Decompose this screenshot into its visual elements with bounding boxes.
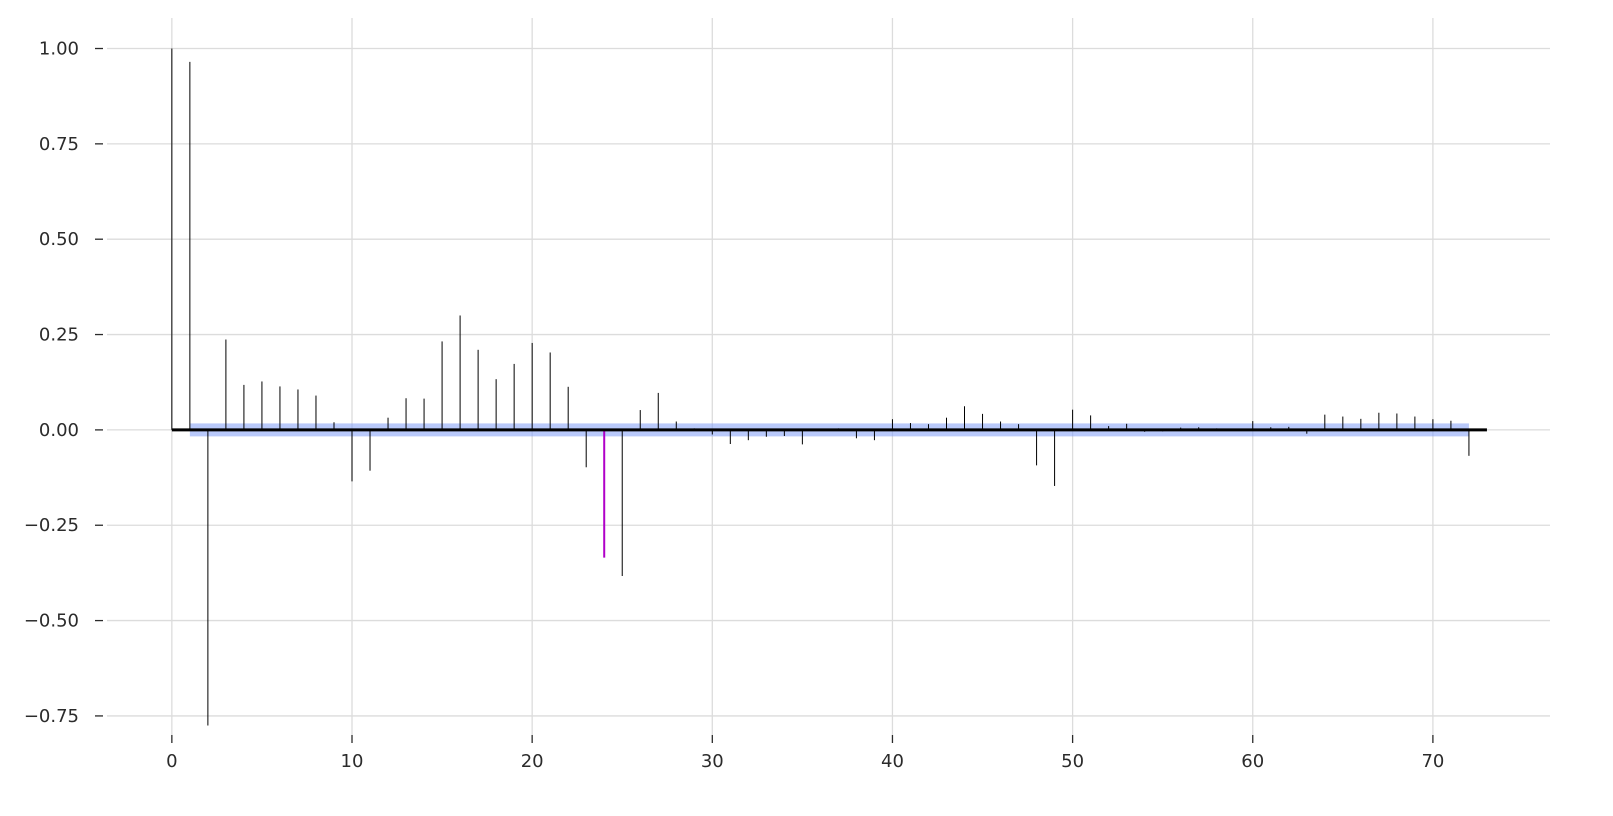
y-tick-label: −0.75	[24, 706, 79, 727]
y-tick-label: −0.25	[24, 515, 79, 536]
x-tick-label: 10	[341, 751, 364, 772]
y-tick-label: 0.50	[39, 229, 79, 250]
grid-layer	[107, 18, 1550, 735]
x-tick-label: 50	[1061, 751, 1084, 772]
x-tick-label: 40	[881, 751, 904, 772]
y-tick-label: 0.75	[39, 134, 79, 155]
x-tick-label: 60	[1241, 751, 1264, 772]
y-tick-label: 0.25	[39, 325, 79, 346]
y-tick-label: 0.00	[39, 420, 79, 441]
x-tick-label: 30	[701, 751, 724, 772]
x-tick-label: 0	[166, 751, 177, 772]
x-tick-label: 70	[1421, 751, 1444, 772]
y-tick-label: −0.50	[24, 611, 79, 632]
axis-layer: 0 10 20 30 40 50 60 70 1.00 0.75 0.50 0.25 0.00 −0.25…	[24, 39, 1445, 772]
y-tick-label: 1.00	[39, 39, 79, 60]
x-tick-label: 20	[521, 751, 544, 772]
stem-layer	[171, 48, 1487, 726]
